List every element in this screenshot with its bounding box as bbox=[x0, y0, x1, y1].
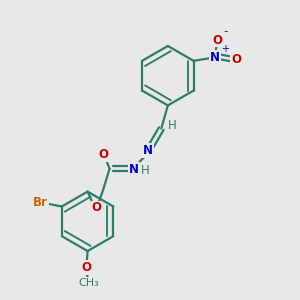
Text: O: O bbox=[81, 261, 91, 274]
Text: Br: Br bbox=[33, 196, 48, 208]
Text: O: O bbox=[92, 202, 101, 214]
Text: O: O bbox=[98, 148, 108, 161]
Text: N: N bbox=[142, 144, 153, 157]
Text: O: O bbox=[231, 53, 242, 66]
Text: O: O bbox=[212, 34, 222, 46]
Text: +: + bbox=[221, 44, 230, 54]
Text: H: H bbox=[168, 118, 177, 131]
Text: N: N bbox=[210, 51, 220, 64]
Text: H: H bbox=[141, 164, 150, 177]
Text: -: - bbox=[223, 25, 228, 38]
Text: N: N bbox=[129, 163, 139, 176]
Text: CH₃: CH₃ bbox=[78, 278, 99, 288]
